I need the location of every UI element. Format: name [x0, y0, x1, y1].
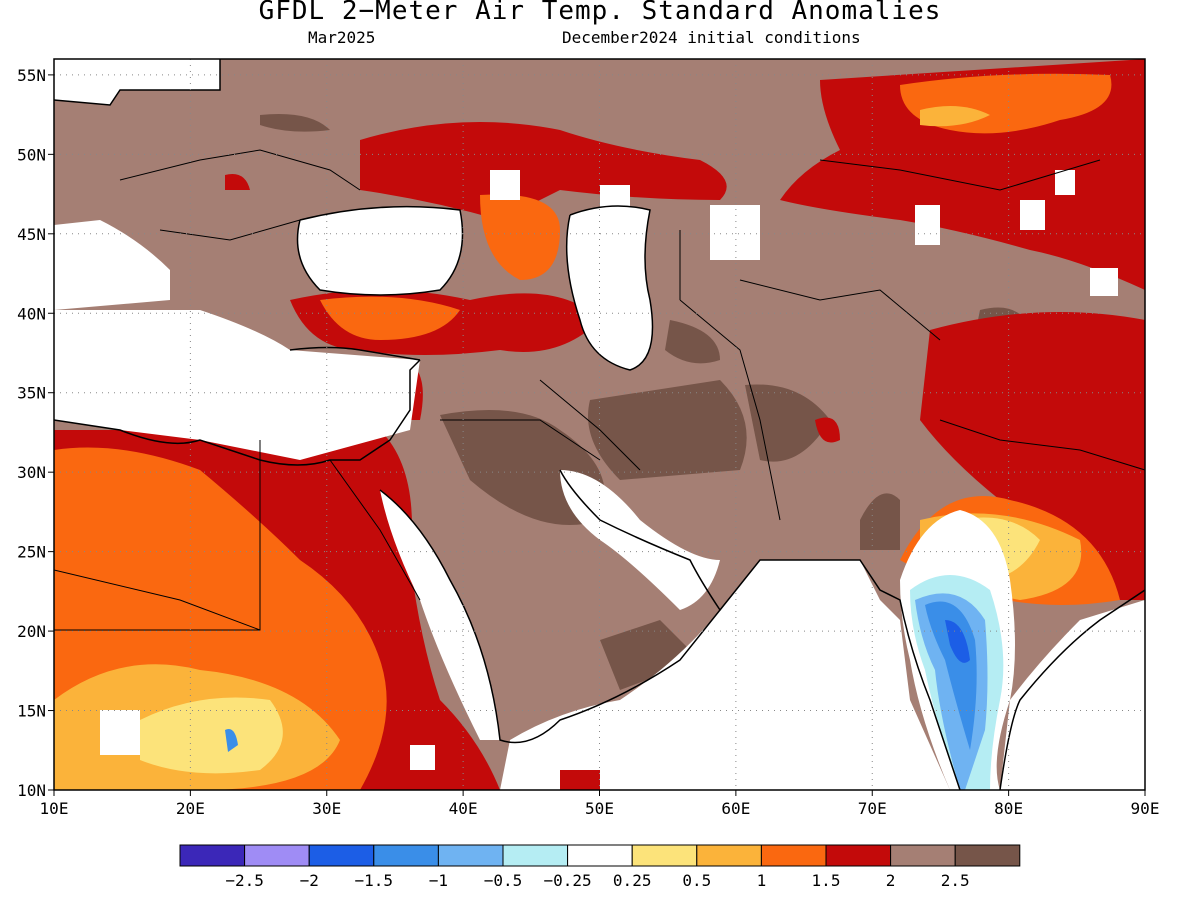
masked-cell: [410, 745, 435, 770]
legend-label: 0.5: [682, 871, 711, 890]
axes: 10E 20E 30E 40E 50E 60E 70E 80E 90E 10N 15N 20N 25N 3…: [17, 66, 1159, 818]
lon-tick-label: 20E: [176, 799, 205, 818]
field-patch-darkbrown: [440, 410, 605, 525]
legend-label: 0.25: [613, 871, 652, 890]
field-patch-deepblue: [945, 620, 970, 663]
lon-tick-label: 40E: [449, 799, 478, 818]
lat-tick-label: 25N: [17, 543, 46, 562]
field-patch-orange: [480, 194, 560, 280]
initial-conditions-label: December2024 initial conditions: [562, 28, 861, 47]
lat-tick-label: 30N: [17, 463, 46, 482]
legend-label: −1.5: [355, 871, 394, 890]
legend-label: 1.5: [812, 871, 841, 890]
field-patch-red: [920, 312, 1145, 600]
lat-tick-label: 40N: [17, 304, 46, 323]
lon-tick-label: 10E: [40, 799, 69, 818]
legend-swatch: [308, 844, 375, 867]
masked-cell: [1020, 200, 1045, 230]
mediterranean-sea: [54, 310, 420, 460]
legend-label: 2.5: [941, 871, 970, 890]
lon-tick-label: 60E: [721, 799, 750, 818]
lat-tick-label: 20N: [17, 622, 46, 641]
field-patch-red: [225, 174, 250, 190]
field-patch-orange: [320, 296, 460, 340]
legend-swatch: [825, 844, 892, 867]
legend-swatch: [696, 844, 762, 867]
legend-swatch: [502, 844, 569, 867]
lat-tick-label: 35N: [17, 384, 46, 403]
lake-chad: [100, 710, 140, 755]
field-patch-darkbrown: [260, 114, 330, 132]
field-patch-red: [360, 122, 727, 220]
aral-sea: [710, 205, 760, 260]
baltic-sea: [54, 59, 220, 105]
legend-label: 1: [757, 871, 767, 890]
legend-swatch: [373, 844, 439, 867]
legend-swatch: [890, 844, 956, 867]
lat-tick-label: 10N: [17, 781, 46, 800]
lat-tick-label: 50N: [17, 145, 46, 164]
lon-tick-label: 80E: [994, 799, 1023, 818]
black-sea: [297, 206, 463, 295]
legend-swatch: [760, 844, 827, 867]
field-patch-darkbrown: [600, 620, 700, 690]
map-title: GFDL 2−Meter Air Temp. Standard Anomalie…: [258, 0, 942, 26]
legend-label: −2: [300, 871, 319, 890]
field-patch-darkbrown: [665, 320, 720, 364]
lon-tick-label: 90E: [1131, 799, 1160, 818]
legend-label: −2.5: [225, 871, 264, 890]
legend-swatch: [954, 844, 1021, 867]
balkhash-lake: [915, 205, 940, 245]
lon-tick-label: 70E: [858, 799, 887, 818]
legend-swatch: [631, 844, 698, 867]
anomaly-field: [54, 59, 1145, 790]
bay-of-bengal: [1000, 600, 1145, 790]
forecast-month: Mar2025: [308, 28, 376, 47]
masked-cell: [490, 170, 520, 200]
field-patch-red: [560, 770, 600, 790]
adriatic-region: [54, 220, 170, 310]
color-legend: −2.5 −2 −1.5 −1 −0.5 −0.25 0.25 0.5 1 1.5 2 2.5: [179, 844, 1021, 890]
field-patch-blue: [225, 729, 238, 752]
legend-label: −1: [429, 871, 448, 890]
legend-swatch: [567, 844, 633, 867]
field-patch-lightorange: [920, 106, 990, 127]
lat-tick-label: 55N: [17, 66, 46, 85]
country-borders: [54, 149, 1145, 631]
caspian-sea: [566, 206, 653, 370]
field-patch-yellow: [140, 697, 283, 774]
legend-label: −0.5: [484, 871, 523, 890]
legend-label: 2: [886, 871, 896, 890]
red-sea: [380, 490, 500, 740]
legend-swatch: [244, 844, 310, 867]
masked-cell: [600, 185, 630, 215]
persian-gulf: [560, 470, 720, 610]
field-patch-darkbrown: [588, 380, 747, 480]
issyk-kul: [1090, 268, 1118, 296]
lat-tick-label: 15N: [17, 702, 46, 721]
masked-cell: [1055, 170, 1075, 195]
lon-tick-label: 50E: [585, 799, 614, 818]
arabian-sea: [500, 560, 950, 790]
field-patch-darkbrown: [860, 493, 900, 550]
legend-swatch: [437, 844, 504, 867]
field-patch-red: [815, 417, 840, 443]
lat-tick-label: 45N: [17, 225, 46, 244]
legend-swatch: [179, 844, 246, 867]
lon-tick-label: 30E: [312, 799, 341, 818]
field-patch-darkbrown: [745, 384, 830, 462]
legend-label: −0.25: [544, 871, 592, 890]
